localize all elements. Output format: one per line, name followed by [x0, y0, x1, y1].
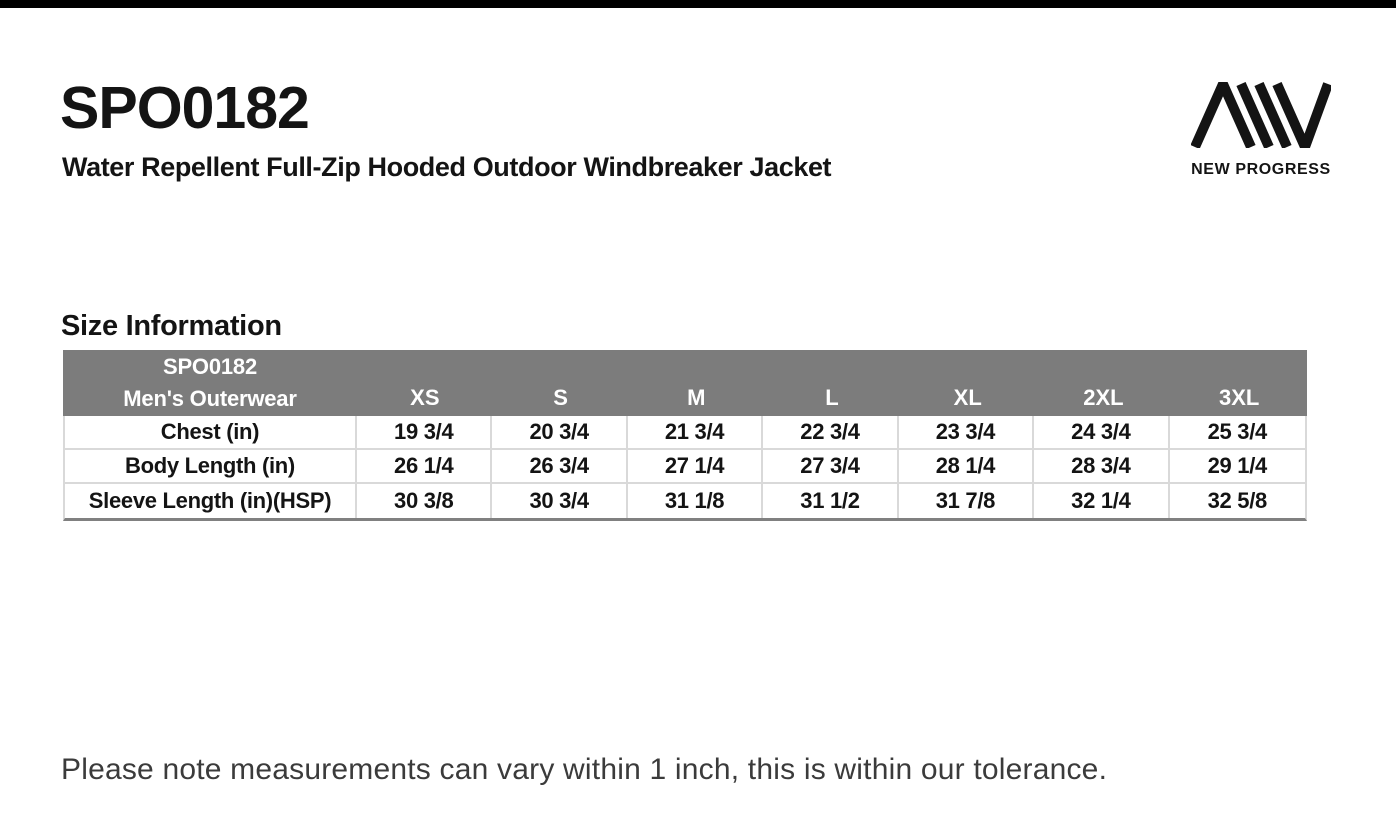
table-row: Body Length (in) 26 1/4 26 3/4 27 1/4 27 3/4… — [65, 450, 1305, 484]
table-header-product-code: SPO0182 — [162, 354, 257, 379]
product-name-subtitle: Water Repellent Full-Zip Hooded Outdoor … — [62, 152, 832, 182]
brand-logo-block: NEW PROGRESS — [1188, 82, 1334, 179]
measurement-value-cell: 30 3/4 — [492, 484, 628, 518]
table-header-category: Men's Outerwear — [123, 386, 297, 411]
tolerance-note: Please note measurements can vary within… — [61, 753, 1108, 786]
row-label: Chest (in) — [65, 416, 357, 450]
table-row: Chest (in) 19 3/4 20 3/4 21 3/4 22 3/4 23 3/4… — [65, 416, 1305, 450]
size-table-body: Chest (in) 19 3/4 20 3/4 21 3/4 22 3/4 23 3/4… — [63, 416, 1307, 521]
measurement-value-cell: 30 3/8 — [357, 484, 493, 518]
product-code-title: SPO0182 — [60, 75, 310, 141]
size-information-heading: Size Information — [61, 310, 282, 342]
new-progress-monogram-icon — [1191, 82, 1331, 148]
row-label: Body Length (in) — [65, 450, 357, 484]
measurement-value-cell: 25 3/4 — [1169, 416, 1305, 450]
measurement-value-cell: 27 1/4 — [627, 450, 764, 484]
measurement-value-cell: 22 3/4 — [763, 416, 899, 450]
top-black-bar — [0, 0, 1396, 8]
size-column-header: S — [553, 385, 568, 410]
measurement-value-cell: 23 3/4 — [898, 416, 1035, 450]
measurement-value-cell: 28 3/4 — [1034, 450, 1170, 484]
measurement-value-cell: 19 3/4 — [357, 416, 493, 450]
measurement-value-cell: 26 3/4 — [492, 450, 628, 484]
measurement-value-cell: 27 3/4 — [763, 450, 899, 484]
table-row: Sleeve Length (in)(HSP) 30 3/8 30 3/4 31 1/… — [65, 484, 1305, 518]
measurement-value-cell: 20 3/4 — [492, 416, 628, 450]
brand-name-label: NEW PROGRESS — [1191, 161, 1331, 178]
size-table: SPO0182 Men's Outerwear XS S M L XL 2XL 3XL Ch… — [63, 350, 1307, 521]
measurement-value-cell: 31 1/2 — [763, 484, 899, 518]
measurement-value-cell: 28 1/4 — [898, 450, 1035, 484]
measurement-value-cell: 32 5/8 — [1169, 484, 1305, 518]
measurement-value-cell: 32 1/4 — [1034, 484, 1170, 518]
measurement-value-cell: 31 7/8 — [898, 484, 1035, 518]
measurement-value-cell: 31 1/8 — [627, 484, 764, 518]
measurement-value-cell: 21 3/4 — [627, 416, 764, 450]
size-column-header: XS — [410, 385, 440, 410]
size-column-header: L — [825, 385, 839, 410]
size-column-header: XL — [953, 385, 982, 410]
size-column-header: M — [687, 385, 706, 410]
row-label: Sleeve Length (in)(HSP) — [65, 484, 357, 518]
size-column-header: 2XL — [1083, 385, 1124, 410]
size-column-header: 3XL — [1218, 385, 1260, 410]
measurement-value-cell: 26 1/4 — [357, 450, 493, 484]
measurement-value-cell: 24 3/4 — [1034, 416, 1170, 450]
size-table-header: SPO0182 Men's Outerwear XS S M L XL 2XL 3XL — [63, 350, 1307, 416]
measurement-value-cell: 29 1/4 — [1169, 450, 1305, 484]
table-header-label-cell: SPO0182 Men's Outerwear — [63, 350, 357, 416]
